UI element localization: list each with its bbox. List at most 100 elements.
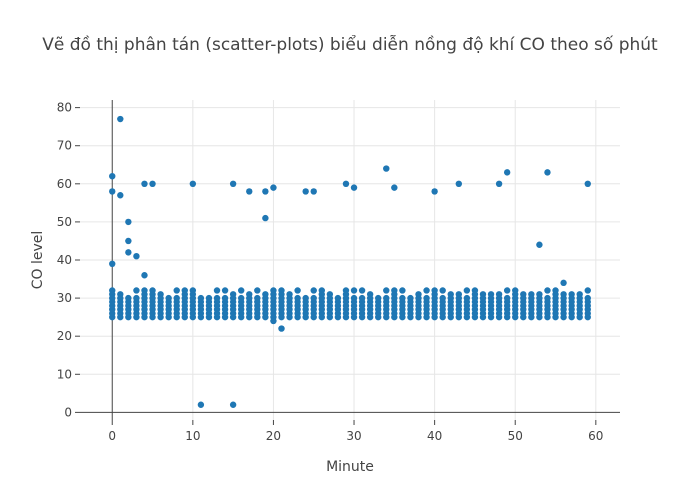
data-point: [350, 294, 358, 302]
data-point: [495, 180, 503, 188]
data-point: [117, 115, 124, 123]
data-point: [237, 287, 245, 294]
data-point: [536, 294, 543, 302]
data-point: [334, 294, 342, 302]
data-point: [503, 169, 511, 176]
data-point: [278, 294, 285, 302]
data-point: [560, 279, 567, 287]
data-point: [487, 294, 495, 302]
x-tick-label: 20: [266, 429, 281, 443]
data-point: [213, 294, 221, 302]
data-points: [109, 115, 591, 408]
data-point: [254, 287, 261, 294]
data-point: [117, 192, 124, 199]
data-point: [270, 317, 277, 325]
data-point: [197, 401, 205, 408]
data-point: [399, 294, 406, 302]
data-point: [552, 294, 559, 302]
data-point: [310, 188, 317, 195]
data-point: [125, 237, 132, 245]
data-point: [109, 260, 116, 268]
data-point: [439, 287, 446, 294]
data-point: [544, 287, 551, 294]
data-point: [391, 294, 398, 302]
data-point: [383, 294, 390, 302]
data-point: [109, 188, 116, 195]
data-point: [270, 294, 277, 302]
data-point: [375, 294, 382, 302]
data-point: [109, 172, 116, 180]
data-point: [544, 294, 551, 302]
data-point: [302, 294, 309, 302]
data-point: [197, 294, 205, 302]
data-point: [463, 287, 471, 294]
data-point: [358, 294, 366, 302]
data-point: [213, 287, 221, 294]
data-point: [512, 294, 519, 302]
data-point: [205, 294, 213, 302]
data-point: [302, 188, 309, 195]
data-point: [133, 294, 140, 302]
data-point: [246, 188, 253, 195]
data-point: [455, 180, 463, 188]
data-point: [568, 294, 575, 302]
data-point: [528, 294, 535, 302]
data-point: [310, 287, 317, 294]
x-tick-label: 40: [427, 429, 442, 443]
data-point: [125, 249, 132, 256]
data-point: [133, 287, 140, 294]
data-point: [342, 180, 350, 188]
data-point: [109, 294, 116, 302]
gridlines: [80, 100, 620, 420]
y-tick-label: 30: [57, 291, 72, 305]
data-point: [342, 294, 350, 302]
axes: [80, 100, 620, 420]
data-point: [173, 294, 180, 302]
data-point: [431, 188, 438, 195]
data-point: [237, 294, 245, 302]
data-point: [584, 287, 591, 294]
data-point: [350, 287, 358, 294]
data-point: [399, 287, 406, 294]
y-tick-label: 60: [57, 177, 72, 191]
data-point: [125, 218, 132, 226]
data-point: [229, 294, 237, 302]
data-point: [149, 294, 156, 302]
x-tick-label: 50: [508, 429, 523, 443]
y-axis-title: CO level: [30, 231, 46, 290]
tick-labels: 0 10 20 30 40 50 60 70 80 0 10 20 30 40 50 60: [57, 101, 604, 443]
data-point: [189, 294, 197, 302]
data-point: [229, 180, 237, 188]
x-tick-label: 30: [346, 429, 361, 443]
data-point: [117, 294, 124, 302]
data-point: [125, 294, 132, 302]
data-point: [157, 294, 164, 302]
y-tick-label: 70: [57, 139, 72, 153]
data-point: [141, 180, 148, 188]
data-point: [221, 287, 229, 294]
data-point: [503, 294, 511, 302]
data-point: [560, 294, 567, 302]
data-point: [536, 241, 543, 248]
data-point: [165, 294, 172, 302]
data-point: [584, 294, 591, 302]
data-point: [479, 294, 487, 302]
x-tick-label: 0: [108, 429, 116, 443]
data-point: [326, 294, 334, 302]
data-point: [358, 287, 366, 294]
data-point: [149, 180, 156, 188]
data-point: [455, 294, 463, 302]
data-point: [141, 294, 148, 302]
data-point: [262, 188, 269, 195]
data-point: [584, 180, 591, 188]
x-axis-title: Minute: [326, 459, 374, 475]
data-point: [310, 294, 317, 302]
data-point: [286, 294, 293, 302]
data-point: [576, 294, 583, 302]
data-point: [350, 184, 358, 191]
y-tick-label: 10: [57, 367, 72, 381]
data-point: [318, 294, 325, 302]
data-point: [503, 287, 511, 294]
y-tick-label: 20: [57, 329, 72, 343]
